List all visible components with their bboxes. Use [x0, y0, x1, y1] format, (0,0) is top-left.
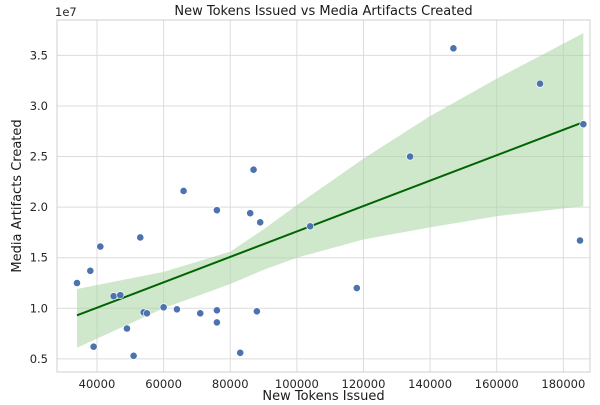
data-points [73, 44, 588, 360]
data-point [89, 342, 98, 351]
data-point [143, 309, 151, 318]
data-point [196, 309, 205, 318]
y-tick-label: 1.5 [30, 251, 48, 265]
y-tick-label: 1.0 [30, 301, 48, 315]
data-point [579, 120, 588, 129]
x-tick-label: 100000 [275, 377, 319, 391]
y-tick-label: 2.5 [30, 150, 48, 164]
x-tick-label: 120000 [342, 377, 386, 391]
confidence-band [76, 33, 584, 348]
regression-line [76, 121, 584, 317]
data-point [212, 318, 221, 327]
confidence-band-layer [76, 33, 584, 348]
y-axis-multiplier: 1e7 [55, 5, 77, 19]
data-point [449, 44, 458, 53]
data-point [73, 279, 81, 287]
data-point [252, 307, 261, 316]
regression-line-layer [76, 121, 584, 317]
data-point [136, 233, 145, 242]
x-tick-label: 160000 [475, 377, 519, 391]
data-point [159, 303, 168, 312]
data-point [536, 79, 544, 88]
data-point [212, 206, 221, 215]
x-tick-label: 80000 [212, 377, 249, 391]
x-tick-labels: 40000 60000 80000 100000 120000 140000 160000 1… [79, 377, 586, 391]
data-point [306, 222, 315, 231]
data-point [123, 324, 131, 333]
y-axis-title: Media Artifacts Created [10, 119, 25, 272]
data-point [116, 291, 125, 300]
data-point [96, 242, 105, 251]
chart-title: New Tokens Issued vs Media Artifacts Cre… [174, 4, 472, 19]
x-tick-label: 140000 [408, 377, 452, 391]
data-point [256, 218, 265, 227]
data-point [249, 165, 258, 174]
data-point [109, 292, 118, 301]
data-point [173, 305, 181, 314]
data-point [576, 236, 584, 245]
y-tick-label: 3.5 [30, 48, 48, 62]
data-point [406, 152, 415, 161]
data-point [236, 348, 245, 357]
data-point [179, 187, 188, 195]
y-tick-label: 0.5 [30, 352, 48, 366]
y-tick-label: 3.0 [30, 99, 48, 113]
y-tick-label: 2.0 [30, 200, 48, 214]
x-tick-label: 40000 [79, 377, 116, 391]
data-point [86, 266, 95, 275]
x-tick-label: 60000 [145, 377, 182, 391]
plot-frame [56, 19, 591, 373]
data-point [246, 209, 255, 218]
data-point [352, 284, 361, 292]
x-tick-label: 180000 [541, 377, 585, 391]
y-tick-labels: 0.5 1.0 1.5 2.0 2.5 3.0 3.5 [30, 48, 48, 365]
data-point [129, 351, 138, 360]
data-point [212, 306, 221, 315]
x-axis-title: New Tokens Issued [262, 389, 384, 404]
